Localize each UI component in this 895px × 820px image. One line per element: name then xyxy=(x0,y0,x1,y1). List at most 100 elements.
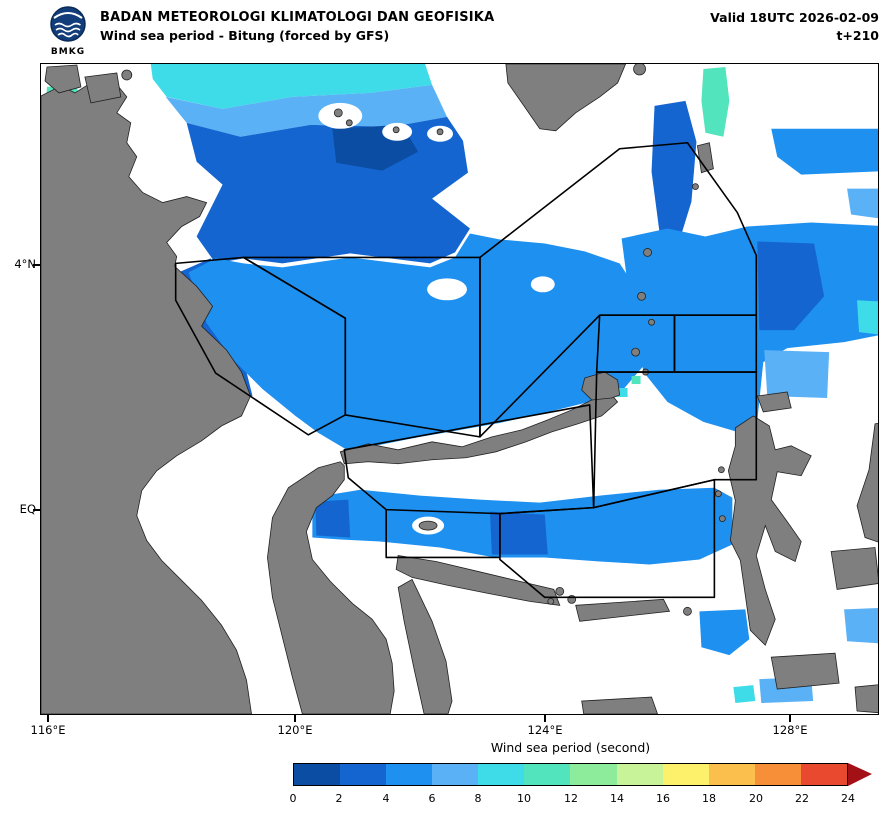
colorbar-tick-label: 18 xyxy=(702,792,716,805)
corner-island xyxy=(854,684,878,714)
sulawesi-main-body xyxy=(267,461,395,714)
colorbar-tick-label: 10 xyxy=(517,792,531,805)
forecast-zone xyxy=(385,509,501,559)
small-island xyxy=(333,108,343,118)
x-axis-label-116e: 116°E xyxy=(30,723,66,737)
y-axis-label-4n: 4°N xyxy=(14,257,36,271)
colorbar-tick-label: 20 xyxy=(749,792,763,805)
forecast-zone xyxy=(242,256,481,438)
valid-time-label: Valid 18UTC 2026-02-09 xyxy=(710,10,879,25)
mindanao-landmass xyxy=(505,64,627,132)
forecast-zone xyxy=(592,371,758,509)
sea-shade-region xyxy=(621,222,878,432)
y-axis-tick xyxy=(33,509,40,511)
colorbar-segment xyxy=(570,764,617,785)
x-axis-tick xyxy=(544,715,546,722)
sea-shade-region xyxy=(489,511,548,555)
sangihe-island xyxy=(643,248,652,257)
sea-shade-region xyxy=(764,350,830,398)
sulawesi-southeast-arm xyxy=(397,578,453,714)
small-island xyxy=(683,606,692,616)
sulawesi-north-arm xyxy=(339,394,619,465)
forecast-step-label: t+210 xyxy=(836,28,879,43)
ternate-island xyxy=(717,466,725,474)
forecast-zone-boundaries xyxy=(174,141,758,599)
banggai-island xyxy=(555,586,565,596)
talaud-island xyxy=(696,142,714,174)
colorbar-segment xyxy=(294,764,341,785)
halmahera-landmass xyxy=(727,415,812,646)
colorbar-title: Wind sea period (second) xyxy=(490,740,651,755)
ternate-island xyxy=(714,490,722,498)
sea-shade-region xyxy=(615,388,628,397)
sangihe-island xyxy=(631,347,640,357)
sulawesi-east-arm xyxy=(395,555,561,606)
colorbar-tick-label: 24 xyxy=(841,792,855,805)
bottom-edge-island xyxy=(581,696,658,714)
sulu-island xyxy=(84,72,122,104)
x-axis-label-124e: 124°E xyxy=(527,723,563,737)
sea-shade-region xyxy=(631,376,641,385)
colorbar-segment xyxy=(754,764,801,785)
colorbar-tick-label: 2 xyxy=(335,792,343,805)
colorbar-tick-label: 22 xyxy=(795,792,809,805)
x-axis-label-120e: 120°E xyxy=(277,723,313,737)
y-axis-label-eq: EQ xyxy=(19,502,36,516)
colorbar-segment xyxy=(616,764,663,785)
calm-sea-patch xyxy=(427,278,467,301)
x-axis-tick xyxy=(47,715,49,722)
sea-shade-region xyxy=(186,116,470,264)
colorbar-tick-label: 4 xyxy=(382,792,390,805)
sangihe-island xyxy=(648,318,655,326)
colorbar-segment xyxy=(524,764,571,785)
sea-shade-region xyxy=(651,100,697,241)
sea-shade-region xyxy=(757,241,825,331)
sea-shade-region xyxy=(857,300,878,335)
forecast-zone xyxy=(479,141,758,438)
colorbar-tick-label: 6 xyxy=(428,792,436,805)
ternate-island xyxy=(718,515,726,522)
sea-shade-region xyxy=(844,607,878,644)
bmkg-emblem-icon xyxy=(50,6,86,42)
sea-shade-region xyxy=(847,188,878,219)
sea-shade-region xyxy=(315,499,351,538)
bmkg-logo: BMKG xyxy=(40,4,96,57)
colorbar-segment xyxy=(662,764,709,785)
sangihe-island xyxy=(637,291,646,301)
sea-shade-region xyxy=(701,66,730,137)
colorbar-tick-label: 14 xyxy=(610,792,624,805)
minahasa-tip xyxy=(581,371,621,401)
product-title: Wind sea period - Bitung (forced by GFS) xyxy=(100,28,390,43)
colorbar-segment xyxy=(800,764,847,785)
sea-shade-region xyxy=(699,609,750,656)
colorbar-segment xyxy=(432,764,479,785)
sula-islands xyxy=(575,598,671,622)
calm-sea-patch xyxy=(530,276,555,293)
agency-title: BADAN METEOROLOGI KLIMATOLOGI DAN GEOFIS… xyxy=(100,10,495,25)
small-island xyxy=(436,128,444,136)
morotai-island xyxy=(756,391,792,413)
map-canvas xyxy=(40,63,879,715)
colorbar-tick-label: 0 xyxy=(289,792,297,805)
colorbar-segment xyxy=(478,764,525,785)
y-axis-tick xyxy=(33,264,40,266)
x-axis-tick xyxy=(294,715,296,722)
bmkg-logo-label: BMKG xyxy=(50,47,86,57)
sea-shade-region xyxy=(165,84,448,137)
colorbar-segment xyxy=(708,764,755,785)
land-layer xyxy=(41,64,878,714)
colorbar-segment xyxy=(340,764,387,785)
sulu-island xyxy=(44,64,82,94)
banggai-island xyxy=(547,597,555,605)
colorbar xyxy=(293,763,848,786)
right-edge-island xyxy=(830,547,878,590)
colorbar-segment xyxy=(386,764,433,785)
togian-island xyxy=(418,520,438,531)
colorbar-overflow-arrow xyxy=(848,763,872,786)
small-island xyxy=(121,69,133,81)
x-axis-tick xyxy=(789,715,791,722)
small-island xyxy=(692,183,699,191)
sea-shade-region xyxy=(771,128,878,175)
x-axis-label-128e: 128°E xyxy=(772,723,808,737)
